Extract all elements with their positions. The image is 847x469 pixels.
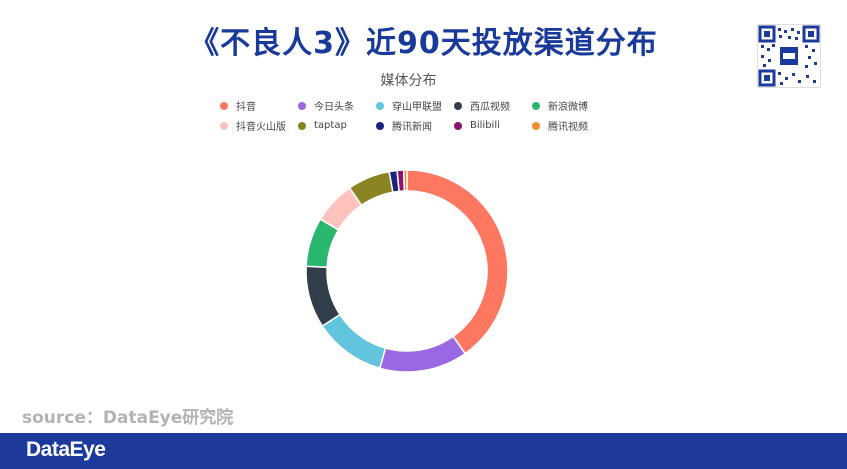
legend-item[interactable]: Bilibili — [454, 118, 532, 133]
legend-item[interactable]: 西瓜视频 — [454, 98, 532, 113]
legend-item[interactable]: 腾讯新闻 — [376, 118, 454, 133]
legend-marker — [454, 121, 462, 130]
legend-label: 西瓜视频 — [470, 102, 510, 113]
legend-label: 今日头条 — [314, 102, 354, 113]
legend-marker — [376, 121, 384, 130]
legend-label: 腾讯视频 — [548, 122, 588, 133]
legend-label: 腾讯新闻 — [392, 122, 432, 133]
donut-slice-4[interactable] — [305, 265, 341, 328]
footer-bar: DataEye — [0, 433, 847, 469]
page-title: 《不良人3》近90天投放渠道分布 — [189, 26, 658, 61]
legend-marker — [220, 101, 228, 110]
legend-item[interactable]: 抖音 — [220, 98, 298, 113]
donut-slice-1[interactable] — [406, 169, 509, 355]
source-label: source：DataEye研究院 — [22, 408, 234, 428]
legend-marker — [220, 121, 228, 130]
legend-item[interactable]: taptap — [298, 118, 376, 133]
legend-label: 抖音火山版 — [236, 122, 286, 133]
legend-item[interactable]: 新浪微博 — [532, 98, 610, 113]
legend-label: 新浪微博 — [548, 102, 588, 113]
chart-legend: 抖音 今日头条 穿山甲联盟 西瓜视频 新浪微博抖音火山版 taptap 腾讯新闻 Bilibi… — [220, 98, 640, 133]
legend-item[interactable]: 今日头条 — [298, 98, 376, 113]
legend-item[interactable]: 穿山甲联盟 — [376, 98, 454, 113]
legend-marker — [454, 101, 462, 110]
legend-marker — [298, 121, 306, 130]
legend-marker — [298, 101, 306, 110]
legend-marker — [532, 121, 540, 130]
donut-chart — [305, 169, 509, 373]
legend-marker — [532, 101, 540, 110]
legend-label: 抖音 — [236, 102, 256, 113]
legend-item[interactable]: 腾讯视频 — [532, 118, 610, 133]
qr-code — [757, 24, 821, 88]
donut-slice-2[interactable] — [378, 335, 467, 373]
chart-title: 媒体分布 — [380, 73, 437, 89]
legend-label: taptap — [314, 120, 347, 131]
donut-slice-3[interactable] — [321, 313, 387, 370]
legend-label: 穿山甲联盟 — [392, 102, 442, 113]
footer-brand-logo: DataEye — [26, 438, 106, 461]
legend-marker — [376, 101, 384, 110]
legend-item[interactable]: 抖音火山版 — [220, 118, 298, 133]
donut-slice-10[interactable] — [402, 169, 408, 192]
legend-label: Bilibili — [470, 120, 500, 131]
